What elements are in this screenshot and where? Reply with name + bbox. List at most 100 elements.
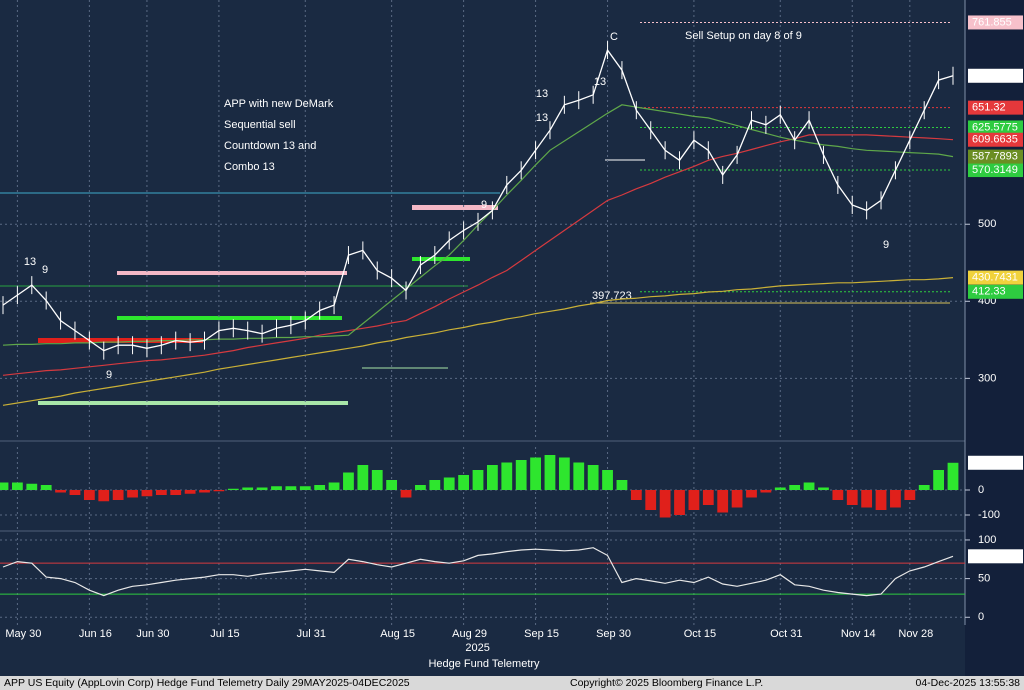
histogram-bar bbox=[299, 486, 311, 490]
level-label: 761.855 bbox=[972, 16, 1012, 28]
histogram-bar bbox=[558, 457, 570, 490]
x-tick-label: Oct 31 bbox=[770, 628, 802, 640]
annotation: APP with new DeMark bbox=[224, 98, 334, 110]
histogram-bar bbox=[400, 490, 412, 498]
y-tick-label: 50 bbox=[978, 573, 990, 585]
y-tick-label: 0 bbox=[978, 484, 984, 496]
x-tick-label: Oct 15 bbox=[684, 628, 716, 640]
last-value-label: 430.7431 bbox=[972, 272, 1018, 284]
histogram-bar bbox=[846, 490, 858, 505]
last-value-label-box bbox=[968, 455, 1023, 470]
histogram-bar bbox=[587, 465, 599, 490]
histogram-bar bbox=[127, 490, 138, 498]
level-label: 625.5775 bbox=[972, 121, 1018, 133]
histogram-bar bbox=[213, 490, 225, 492]
histogram-bar bbox=[271, 486, 282, 490]
last-value-label: 108.9195 bbox=[972, 457, 1018, 469]
last-value-label-box bbox=[968, 149, 1023, 164]
histogram-bar bbox=[256, 487, 268, 490]
level-label: 651.32 bbox=[972, 102, 1006, 114]
histogram-bar bbox=[472, 470, 484, 490]
histogram-bar bbox=[170, 490, 182, 495]
histogram-bar bbox=[227, 488, 239, 490]
histogram-bar bbox=[501, 462, 513, 490]
histogram-bar bbox=[199, 490, 210, 493]
x-axis-title: Hedge Fund Telemetry bbox=[428, 658, 540, 670]
histogram-bar bbox=[832, 490, 844, 500]
annotation: Countdown 13 and bbox=[224, 140, 316, 152]
histogram-bar bbox=[659, 490, 671, 518]
level-label: 412.33 bbox=[972, 286, 1006, 298]
histogram-bar bbox=[386, 480, 398, 490]
histogram-bar bbox=[544, 455, 556, 490]
histogram-bar bbox=[429, 480, 441, 490]
histogram-bar bbox=[443, 477, 455, 490]
histogram-bar bbox=[242, 487, 254, 490]
x-tick-label: Jun 30 bbox=[136, 628, 169, 640]
line bbox=[2, 277, 954, 406]
histogram-bar bbox=[69, 490, 81, 495]
histogram-bar bbox=[328, 482, 340, 490]
x-tick-label: Nov 28 bbox=[898, 628, 933, 640]
level-label-box bbox=[968, 120, 1023, 135]
histogram-bar bbox=[515, 460, 527, 490]
x-tick-label: Aug 15 bbox=[380, 628, 415, 640]
x-tick-label: Jun 16 bbox=[79, 628, 112, 640]
demark-count: 9 bbox=[883, 239, 889, 251]
last-value-label-box bbox=[968, 68, 1023, 83]
histogram-bar bbox=[803, 482, 815, 490]
histogram-bar bbox=[616, 480, 628, 490]
footer: APP US Equity (AppLovin Corp) Hedge Fund… bbox=[0, 676, 1024, 690]
histogram-bar bbox=[918, 485, 930, 490]
x-tick-label: Jul 31 bbox=[297, 628, 326, 640]
level-label-box bbox=[968, 284, 1023, 299]
x-tick-label: Jul 15 bbox=[210, 628, 239, 640]
demark-count: 13 bbox=[536, 112, 548, 124]
y-tick-label: 0 bbox=[978, 611, 984, 623]
histogram-bar bbox=[904, 490, 916, 500]
histogram-bar bbox=[343, 472, 354, 490]
footer-right: 04-Dec-2025 13:55:38 bbox=[916, 677, 1021, 689]
y-tick-label: -100 bbox=[978, 509, 1000, 521]
last-value-label-box bbox=[968, 549, 1023, 564]
level-label-box bbox=[968, 15, 1023, 30]
y-tick-label: 100 bbox=[978, 534, 996, 546]
demark-count: 9 bbox=[481, 199, 487, 211]
histogram-bar bbox=[40, 485, 52, 490]
histogram-bar bbox=[861, 490, 873, 508]
setup-bar bbox=[412, 205, 498, 210]
histogram-bar bbox=[83, 490, 95, 500]
histogram-bar bbox=[415, 485, 426, 490]
histogram-bar bbox=[890, 490, 901, 508]
last-value-label-box bbox=[968, 270, 1023, 285]
footer-bg bbox=[0, 676, 1024, 690]
last-value-label: 587.7893 bbox=[972, 150, 1018, 162]
histogram-bar bbox=[314, 485, 326, 490]
histogram-bar bbox=[630, 490, 642, 500]
histogram-bar bbox=[184, 490, 196, 494]
demark-count: 13 bbox=[594, 76, 606, 88]
setup-bar bbox=[117, 271, 347, 275]
last-value-label-box bbox=[968, 132, 1023, 147]
histogram-bar bbox=[717, 490, 729, 513]
histogram-bar bbox=[371, 470, 383, 490]
level-label-box bbox=[968, 100, 1023, 115]
histogram-bar bbox=[112, 490, 124, 500]
histogram-bar bbox=[947, 462, 959, 490]
histogram-bar bbox=[458, 475, 470, 490]
histogram-bar bbox=[602, 470, 613, 490]
setup-bars bbox=[0, 159, 645, 405]
setup-bar bbox=[117, 316, 342, 320]
y-tick-label: 300 bbox=[978, 372, 996, 384]
histogram-bar bbox=[731, 490, 743, 508]
histogram-bar bbox=[55, 490, 66, 493]
histogram-bar bbox=[155, 490, 167, 495]
histogram-bar bbox=[746, 490, 757, 498]
histogram-bar bbox=[933, 470, 945, 490]
histogram-bar bbox=[486, 465, 498, 490]
histogram-bar bbox=[875, 490, 887, 510]
y-tick-label: 500 bbox=[978, 218, 996, 230]
demark-count: 9 bbox=[106, 369, 112, 381]
histogram-bar bbox=[818, 487, 829, 490]
